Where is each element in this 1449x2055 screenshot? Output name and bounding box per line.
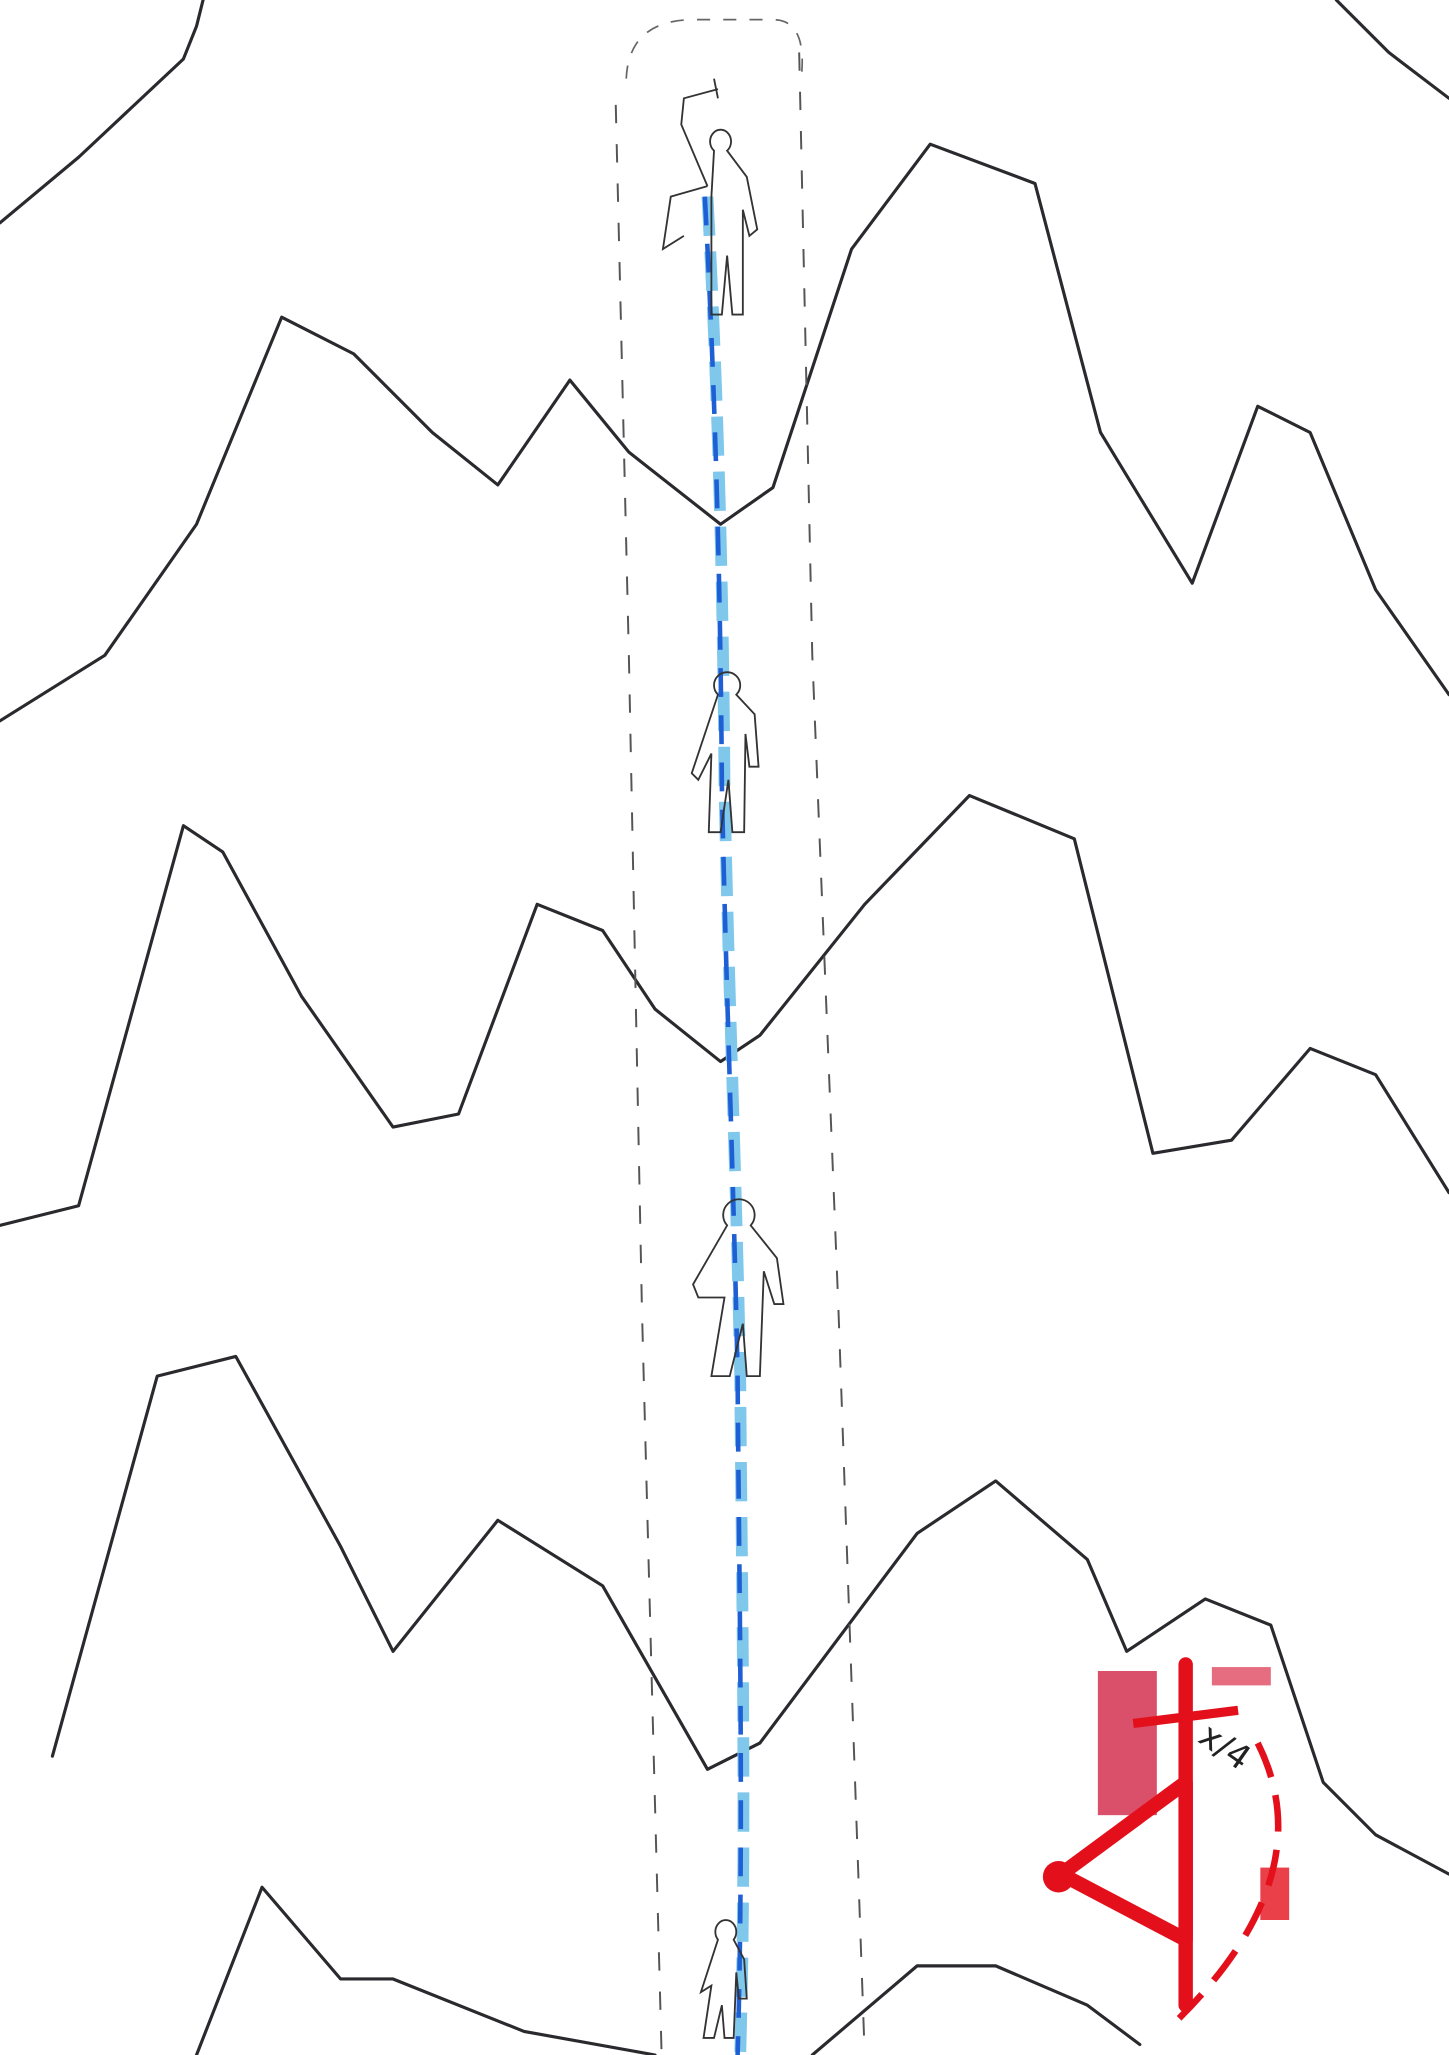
ridge xyxy=(1334,0,1449,100)
ridge xyxy=(810,1964,1142,2055)
stamp-stroke xyxy=(1053,1775,1193,1947)
river-dark xyxy=(702,196,744,2055)
stamp-stroke xyxy=(1132,1705,1239,1728)
river xyxy=(701,196,750,2055)
path-guides xyxy=(614,18,866,2055)
stamp-dot xyxy=(1042,1861,1075,1893)
walker xyxy=(690,671,760,834)
guide-line xyxy=(614,104,663,2055)
guide-top xyxy=(625,18,804,79)
stamp-block xyxy=(1260,1867,1290,1921)
ridge xyxy=(0,142,1449,723)
ridge xyxy=(194,1885,657,2055)
walker xyxy=(699,1919,748,2039)
stamp-block xyxy=(1211,1667,1271,1686)
river-light xyxy=(701,196,750,2055)
red-stamp: x/4 xyxy=(1042,1657,1290,2021)
walker xyxy=(709,128,759,316)
ridge xyxy=(0,0,205,225)
walker xyxy=(692,1198,785,1378)
stamp-block xyxy=(1097,1670,1157,1816)
figures xyxy=(661,78,785,2039)
climber xyxy=(661,78,719,251)
ridge xyxy=(50,1354,1449,1876)
ridge xyxy=(0,793,1449,1227)
